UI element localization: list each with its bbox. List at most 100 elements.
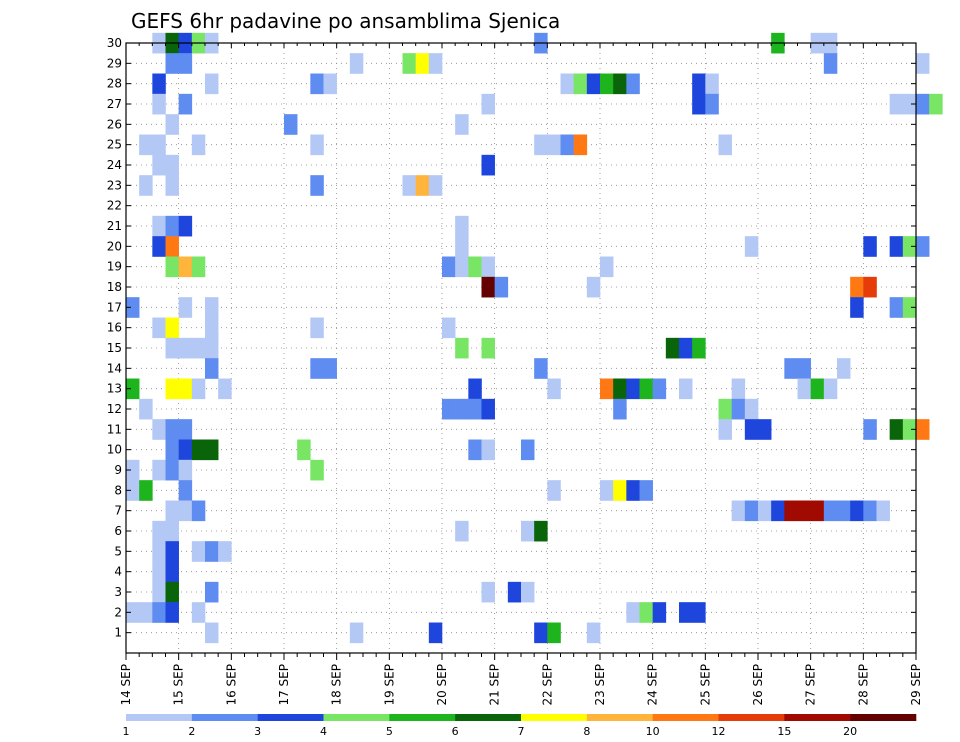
heatmap-cell <box>205 581 219 603</box>
heatmap-cell <box>152 419 166 440</box>
heatmap-cell <box>152 317 166 339</box>
y-tick-label: 2 <box>114 605 122 619</box>
heatmap-cell <box>837 358 851 379</box>
heatmap-cell <box>165 378 179 400</box>
x-tick-label: 17 SEP <box>277 664 291 706</box>
heatmap-cell <box>442 256 456 278</box>
heatmap-cell <box>863 276 877 298</box>
y-tick-label: 13 <box>107 382 122 396</box>
heatmap-cell <box>165 561 179 583</box>
y-tick-label: 19 <box>107 260 122 274</box>
heatmap-cell <box>481 256 495 278</box>
heatmap-cell <box>929 93 943 115</box>
heatmap-cell <box>758 419 772 440</box>
heatmap-cell <box>218 378 232 400</box>
heatmap-cell <box>415 53 430 74</box>
heatmap-cell <box>692 73 706 95</box>
heatmap-cell <box>850 276 864 298</box>
heatmap-cell <box>310 134 324 156</box>
heatmap-cell <box>692 602 706 623</box>
heatmap-cell <box>639 378 653 400</box>
heatmap-cell <box>205 317 219 339</box>
x-tick-label: 14 SEP <box>119 664 133 706</box>
heatmap-cell <box>205 622 219 644</box>
y-tick-label: 30 <box>107 36 122 50</box>
heatmap-cell <box>560 73 574 95</box>
heatmap-cell <box>902 93 917 115</box>
heatmap-cell <box>205 439 219 461</box>
heatmap-cell <box>679 337 693 359</box>
heatmap-cell <box>428 622 443 644</box>
heatmap-cell <box>178 500 193 522</box>
heatmap-cell <box>152 581 166 603</box>
heatmap-cell <box>600 378 614 400</box>
heatmap-cell <box>692 337 706 359</box>
heatmap-cell <box>547 480 561 501</box>
heatmap-cell <box>889 236 904 257</box>
x-tick-label: 18 SEP <box>330 664 344 706</box>
heatmap-cell <box>310 73 324 95</box>
heatmap-cell <box>284 114 298 135</box>
heatmap-cell <box>902 236 917 257</box>
colorbar-swatch <box>455 714 522 721</box>
heatmap-cell <box>863 236 877 257</box>
heatmap-cell <box>902 297 917 318</box>
heatmap-cell <box>178 215 193 237</box>
heatmap-cell <box>916 419 930 440</box>
heatmap-cell <box>626 73 640 95</box>
heatmap-cell <box>731 500 746 522</box>
heatmap-cell <box>205 358 219 379</box>
y-tick-label: 20 <box>107 239 122 253</box>
heatmap-cell <box>744 236 759 257</box>
heatmap-cell <box>191 256 206 278</box>
colorbar-label: 2 <box>188 725 195 738</box>
x-tick-label: 26 SEP <box>751 664 765 706</box>
y-tick-label: 7 <box>114 504 122 518</box>
colorbar-label: 10 <box>646 725 660 738</box>
heatmap-cell <box>837 500 851 522</box>
heatmap-cell <box>507 581 522 603</box>
heatmap-cell <box>165 500 179 522</box>
heatmap-cell <box>415 175 430 196</box>
heatmap-cell <box>823 378 838 400</box>
x-tick-label: 29 SEP <box>909 664 923 706</box>
heatmap-cell <box>165 439 179 461</box>
heatmap-cell <box>165 154 179 176</box>
heatmap-cell <box>178 378 193 400</box>
y-tick-label: 4 <box>114 565 122 579</box>
colorbar-label: 4 <box>320 725 327 738</box>
grid-lines <box>126 42 916 653</box>
colorbar-swatch <box>521 714 588 721</box>
heatmap-cell <box>902 419 917 440</box>
heatmap-cell <box>152 520 166 542</box>
heatmap-cell <box>152 73 166 95</box>
heatmap-cell <box>191 378 206 400</box>
heatmap-cell <box>139 175 153 196</box>
heatmap-cell <box>823 500 838 522</box>
y-tick-label: 17 <box>107 300 122 314</box>
heatmap-cell <box>705 93 719 115</box>
heatmap-cell <box>191 602 206 623</box>
heatmap-cell <box>481 337 495 359</box>
y-tick-label: 9 <box>114 463 122 477</box>
y-tick-label: 3 <box>114 585 122 599</box>
x-tick-label: 16 SEP <box>224 664 238 706</box>
heatmap-cell <box>600 480 614 501</box>
heatmap-cell <box>139 134 153 156</box>
heatmap-cell <box>481 154 495 176</box>
heatmap-cell <box>165 53 179 74</box>
heatmap-cell <box>455 398 469 420</box>
heatmap-cell <box>889 419 904 440</box>
heatmap-cell <box>823 53 838 74</box>
y-tick-label: 25 <box>107 138 122 152</box>
heatmap-cell <box>165 256 179 278</box>
heatmap-cell <box>665 337 680 359</box>
colorbar-label: 12 <box>712 725 726 738</box>
heatmap-cell <box>165 175 179 196</box>
heatmap-cell <box>323 73 337 95</box>
heatmap-cell <box>165 602 179 623</box>
heatmap-cell <box>613 73 627 95</box>
heatmap-cell <box>310 175 324 196</box>
heatmap-cell <box>626 378 640 400</box>
